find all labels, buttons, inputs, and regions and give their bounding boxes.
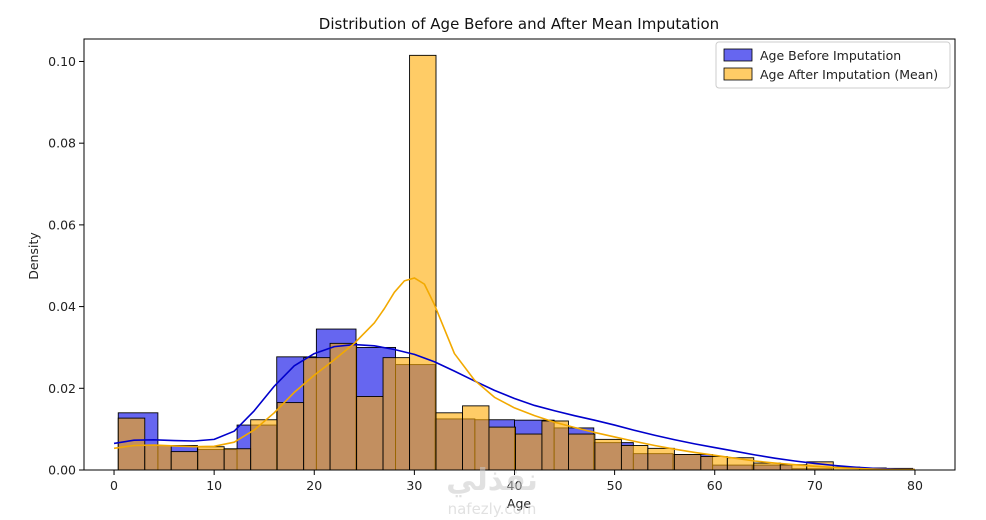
y-tick-label: 0.04 [48,299,76,314]
hist-bar-after [700,456,728,471]
y-tick-label: 0.02 [48,381,76,396]
legend-swatch-before [723,48,753,62]
y-tick-label: 0.06 [48,217,76,232]
legend-swatch-after [723,67,753,81]
y-tick-label: 0.08 [48,136,76,151]
hist-bar-after [462,405,490,471]
x-tick-label: 30 [406,478,422,493]
watermark: نفذلي nafezly.com [446,463,538,518]
hist-bar-after [488,426,516,471]
hist-bar-after [541,420,569,471]
kde-line-before [113,343,915,471]
kde-lines [113,277,915,471]
x-tick-label: 40 [507,478,523,493]
hist-bar-after [409,54,437,471]
hist-bar-after [250,419,278,471]
y-tick-label: 0.00 [48,463,76,478]
hist-bar-after [647,447,675,471]
watermark-latin: nafezly.com [448,500,537,518]
hist-bar-after [329,342,358,471]
hist-bar-after [594,438,622,471]
x-tick-label: 10 [206,478,222,493]
hist-bar-after [673,454,702,471]
hist-bar-after [303,357,331,471]
x-tick-label: 70 [807,478,823,493]
x-tick-label: 50 [607,478,623,493]
legend: Age Before Imputation Age After Imputati… [715,41,951,89]
hist-bar-after [276,402,305,471]
hist-bar-after [170,451,199,471]
legend-label-after: Age After Imputation (Mean) [760,67,938,82]
legend-label-before: Age Before Imputation [760,48,901,63]
hist-bar-after [117,417,146,471]
y-tick-label: 0.10 [48,54,76,69]
hist-bar-after [435,412,463,471]
hist-bar-after [356,396,384,471]
plot-frame [83,38,956,471]
watermark-arabic: نفذلي [446,463,538,498]
hist-bar-after [568,433,596,471]
kde-line-after [113,277,915,471]
chart-title: Distribution of Age Before and After Mea… [319,15,719,33]
legend-box [715,41,951,89]
x-axis-title: Age [507,496,531,511]
x-axis-ticks: 0 10 20 30 40 50 60 70 80 [110,470,923,493]
x-tick-label: 0 [110,478,118,493]
hist-bar-after [197,446,225,471]
hist-bar-after [223,448,252,471]
hist-bar-after [144,445,172,471]
x-tick-label: 20 [306,478,322,493]
hist-bar-after [620,445,649,471]
y-axis-ticks: 0.00 0.02 0.04 0.06 0.08 0.10 [48,54,84,478]
y-axis-title: Density [26,232,41,280]
hist-bar-after [515,433,543,471]
x-tick-label: 80 [907,478,923,493]
hist-bar-after [753,462,781,471]
x-tick-label: 60 [707,478,723,493]
bars-after-imputation [117,54,914,471]
hist-bar-after [382,357,411,471]
